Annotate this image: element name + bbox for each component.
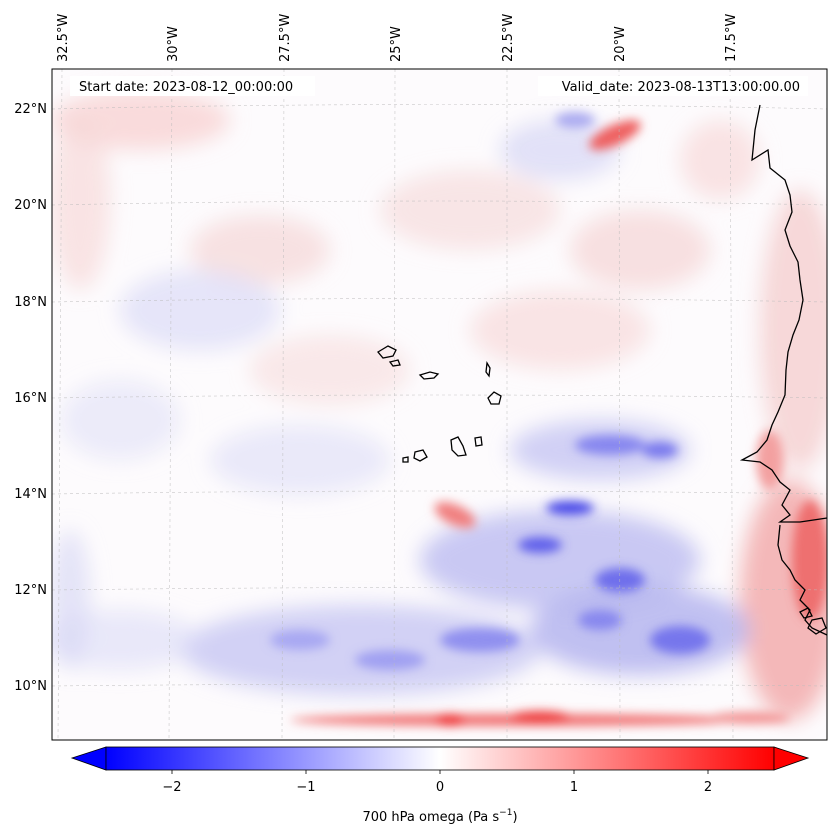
map-panel: Start date: 2023-08-12_00:00:00 Valid_da… [51, 68, 828, 741]
colorbar-max-extend [773, 746, 810, 771]
colorbar-label-main: 700 hPa omega (Pa s [362, 810, 499, 825]
valid-date-text: Valid_date: 2023-08-13T13:00:00.00 [562, 80, 800, 95]
island-sao-vicente [388, 359, 401, 367]
lat-label-14n: 14°N [14, 487, 47, 502]
lat-label-12n: 12°N [14, 583, 47, 598]
bijagos-islands [799, 607, 827, 635]
lat-label-10n: 10°N [14, 679, 47, 694]
gridlines [52, 69, 827, 740]
lon-label-27-5w: 27.5°W [278, 14, 293, 62]
lon-label-22-5w: 22.5°W [501, 14, 516, 62]
colorbar-tick-1: 1 [570, 780, 578, 795]
colorbar-tick-0: 0 [436, 780, 444, 795]
lon-label-17-5w: 17.5°W [724, 14, 739, 62]
omega-field [52, 90, 827, 726]
colorbar-label-suffix: ) [512, 810, 517, 825]
latitude-labels: 22°N 20°N 18°N 16°N 14°N 12°N 10°N [14, 102, 47, 694]
island-maio [474, 436, 483, 447]
colorbar-tick-2: 2 [704, 780, 712, 795]
island-santo-antao [377, 345, 397, 359]
island-sal [485, 361, 491, 378]
island-boa-vista [487, 391, 502, 405]
lon-label-30w: 30°W [166, 26, 181, 62]
colorbar-body [105, 746, 775, 771]
colorbar: −2 −1 0 1 2 700 hPa omega (Pa s−1) [70, 746, 810, 825]
island-santiago [450, 436, 467, 457]
colorbar-ticks [171, 770, 709, 774]
island-sao-nicolau [418, 371, 440, 380]
lat-label-20n: 20°N [14, 198, 47, 213]
island-brava [402, 456, 409, 463]
colorbar-tick-minus-2: −2 [162, 780, 181, 795]
longitude-labels: 32.5°W 30°W 27.5°W 25°W 22.5°W 20°W 17.5… [56, 14, 739, 62]
colorbar-label-exponent: −1 [499, 808, 512, 818]
lon-label-32-5w: 32.5°W [56, 14, 71, 62]
colorbar-tick-minus-1: −1 [296, 780, 315, 795]
coastlines [377, 104, 828, 636]
map-frame [51, 68, 828, 741]
valid-date-box [538, 76, 808, 96]
lon-label-25w: 25°W [389, 26, 404, 62]
island-fogo [413, 449, 428, 462]
lat-label-22n: 22°N [14, 102, 47, 117]
africa-coastline [739, 104, 828, 636]
lat-label-18n: 18°N [14, 295, 47, 310]
colorbar-min-extend [70, 746, 107, 771]
lat-label-16n: 16°N [14, 391, 47, 406]
start-date-text: Start date: 2023-08-12_00:00:00 [79, 80, 293, 95]
start-date-box [70, 76, 315, 96]
colorbar-label: 700 hPa omega (Pa s−1) [362, 808, 517, 825]
lon-label-20w: 20°W [613, 26, 628, 62]
